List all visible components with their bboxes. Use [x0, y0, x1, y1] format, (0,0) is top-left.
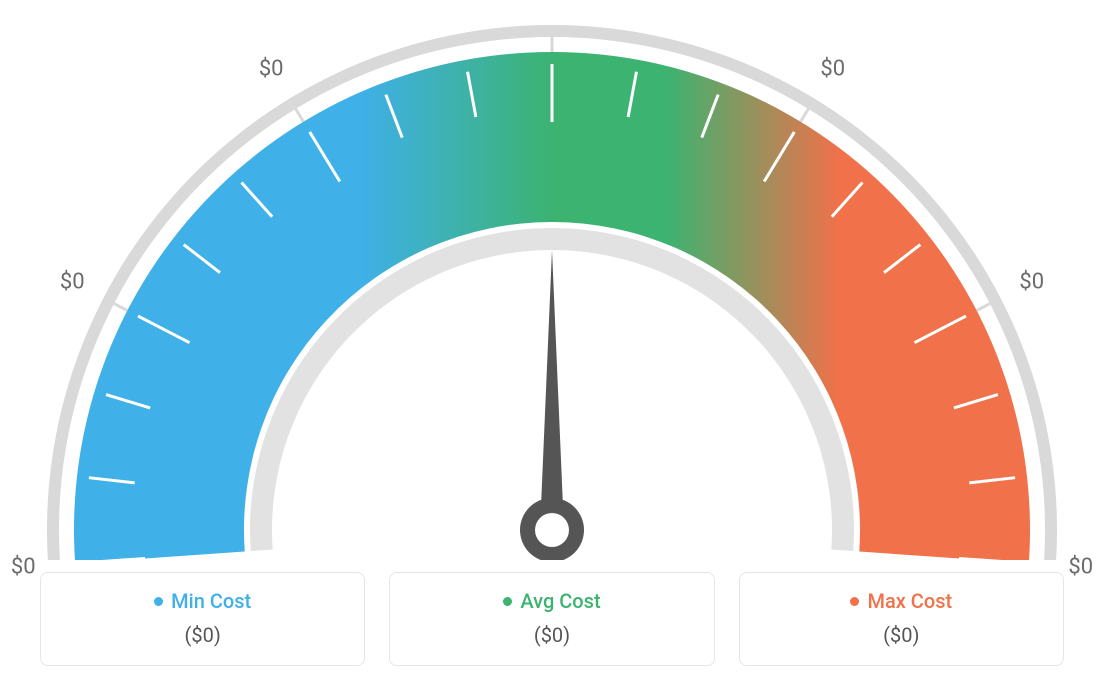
gauge-tick-label: $0: [1068, 554, 1093, 579]
legend-dot-max: [850, 597, 859, 606]
legend-dot-min: [154, 597, 163, 606]
legend-label-max: Max Cost: [867, 589, 952, 613]
gauge-area: $0$0$0$0$0$0$0: [0, 0, 1104, 560]
cost-gauge-container: $0 $0 $0 $0 $0 $0 $0 Min Cost ($0) Avg Cost ($…: [0, 0, 1104, 690]
gauge-tick-label: $0: [60, 270, 85, 295]
legend-label-avg: Avg Cost: [520, 589, 600, 613]
gauge-chart: [0, 0, 1104, 560]
legend-value-avg: ($0): [408, 623, 695, 647]
legend-card-min: Min Cost ($0): [40, 572, 365, 666]
legend-title-max: Max Cost: [850, 589, 952, 613]
legend-dot-avg: [503, 597, 512, 606]
legend-row: Min Cost ($0) Avg Cost ($0) Max Cost ($0…: [40, 572, 1064, 666]
legend-value-max: ($0): [758, 623, 1045, 647]
legend-title-avg: Avg Cost: [503, 589, 600, 613]
legend-card-avg: Avg Cost ($0): [389, 572, 714, 666]
gauge-tick-label: $0: [540, 0, 565, 3]
gauge-tick-label: $0: [11, 554, 36, 579]
legend-title-min: Min Cost: [154, 589, 251, 613]
legend-label-min: Min Cost: [171, 589, 251, 613]
gauge-tick-label: $0: [820, 56, 845, 81]
gauge-tick-label: $0: [259, 56, 284, 81]
legend-value-min: ($0): [59, 623, 346, 647]
gauge-tick-label: $0: [1019, 270, 1044, 295]
legend-card-max: Max Cost ($0): [739, 572, 1064, 666]
